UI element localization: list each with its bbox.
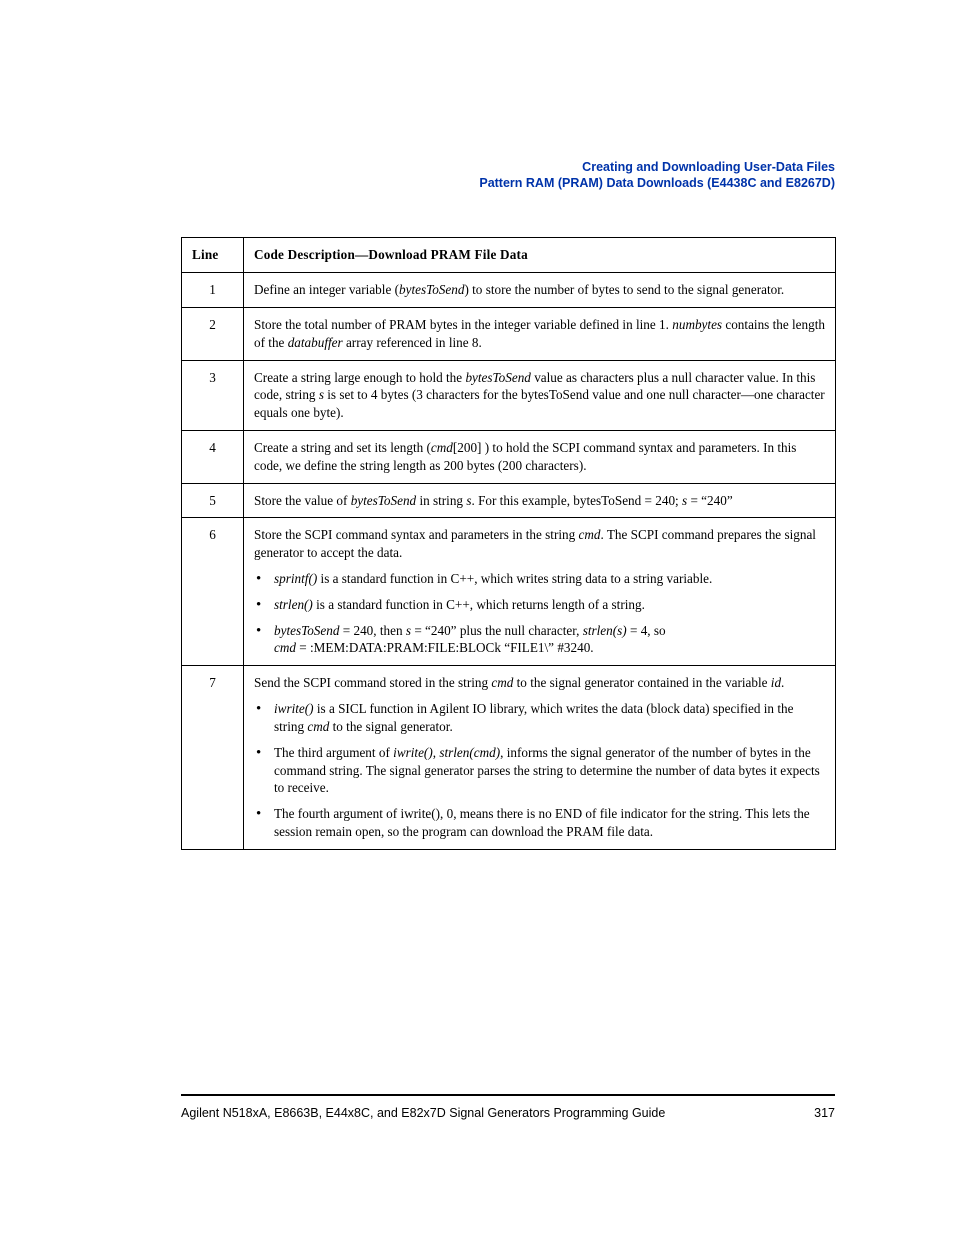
col-header-line: Line bbox=[182, 238, 244, 273]
cell-desc: Create a string large enough to hold the… bbox=[244, 360, 836, 430]
running-header: Creating and Downloading User-Data Files… bbox=[181, 160, 835, 191]
header-line-2: Pattern RAM (PRAM) Data Downloads (E4438… bbox=[181, 176, 835, 192]
table-row: 4Create a string and set its length (cmd… bbox=[182, 430, 836, 483]
cell-line: 2 bbox=[182, 307, 244, 360]
table-row: 3Create a string large enough to hold th… bbox=[182, 360, 836, 430]
table-row: 7Send the SCPI command stored in the str… bbox=[182, 666, 836, 850]
cell-line: 6 bbox=[182, 518, 244, 666]
footer-page-number: 317 bbox=[814, 1106, 835, 1120]
cell-desc: Store the SCPI command syntax and parame… bbox=[244, 518, 836, 666]
cell-desc: Define an integer variable (bytesToSend)… bbox=[244, 273, 836, 308]
header-line-1: Creating and Downloading User-Data Files bbox=[181, 160, 835, 176]
footer-rule bbox=[181, 1094, 835, 1096]
cell-line: 1 bbox=[182, 273, 244, 308]
cell-desc: Send the SCPI command stored in the stri… bbox=[244, 666, 836, 850]
page-footer: Agilent N518xA, E8663B, E44x8C, and E82x… bbox=[181, 1094, 835, 1120]
table-row: 6Store the SCPI command syntax and param… bbox=[182, 518, 836, 666]
table-row: 2Store the total number of PRAM bytes in… bbox=[182, 307, 836, 360]
code-description-table: Line Code Description—Download PRAM File… bbox=[181, 237, 836, 850]
page-content: Creating and Downloading User-Data Files… bbox=[181, 160, 835, 850]
table-row: 5Store the value of bytesToSend in strin… bbox=[182, 483, 836, 518]
cell-desc: Store the total number of PRAM bytes in … bbox=[244, 307, 836, 360]
cell-line: 7 bbox=[182, 666, 244, 850]
cell-desc: Create a string and set its length (cmd[… bbox=[244, 430, 836, 483]
table-row: 1Define an integer variable (bytesToSend… bbox=[182, 273, 836, 308]
cell-desc: Store the value of bytesToSend in string… bbox=[244, 483, 836, 518]
footer-row: Agilent N518xA, E8663B, E44x8C, and E82x… bbox=[181, 1106, 835, 1120]
table-header-row: Line Code Description—Download PRAM File… bbox=[182, 238, 836, 273]
cell-line: 5 bbox=[182, 483, 244, 518]
cell-line: 4 bbox=[182, 430, 244, 483]
footer-left: Agilent N518xA, E8663B, E44x8C, and E82x… bbox=[181, 1106, 665, 1120]
table-body: 1Define an integer variable (bytesToSend… bbox=[182, 273, 836, 850]
cell-line: 3 bbox=[182, 360, 244, 430]
col-header-desc: Code Description—Download PRAM File Data bbox=[244, 238, 836, 273]
